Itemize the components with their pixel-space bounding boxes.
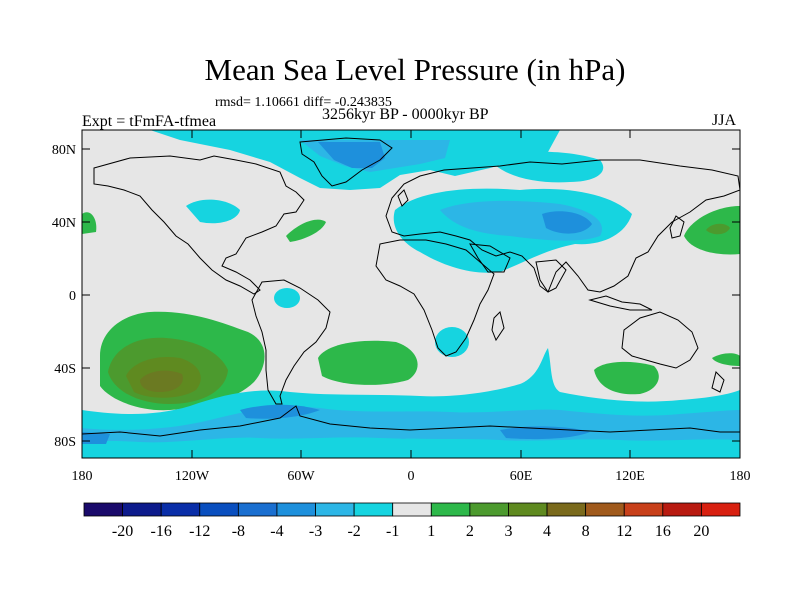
colorbar-label: 4 [543, 523, 551, 540]
east-asia-negative-patch [490, 151, 604, 183]
indonesia-outline [588, 295, 653, 311]
lat-label-80n: 80N [52, 143, 76, 158]
colorbar-label: -8 [232, 523, 245, 540]
colorbar-label: -20 [112, 523, 133, 540]
map-title: Mean Sea Level Pressure (in hPa) [204, 52, 626, 87]
lat-label-0: 0 [69, 289, 76, 304]
new-zealand-outline [711, 371, 725, 393]
coastlines [82, 137, 740, 437]
colorbar-label: 2 [466, 523, 474, 540]
colorbar-label: 12 [616, 523, 632, 540]
colorbar-label: 16 [655, 523, 671, 540]
colorbar-swatch [508, 502, 548, 517]
lon-label-120e: 120E [615, 469, 645, 484]
colorbar-label: 1 [427, 523, 435, 540]
colorbar-swatch [392, 502, 432, 517]
britain-outline [397, 189, 409, 207]
tropical-negative-patch [274, 288, 300, 308]
colorbar-swatch [469, 502, 509, 517]
antarctica-outline [82, 405, 740, 437]
colorbar-swatch [315, 502, 355, 517]
colorbar-swatch [662, 502, 702, 517]
lon-label-180-west: 180 [72, 469, 93, 484]
lon-label-180-east: 180 [730, 469, 751, 484]
lon-label-0: 0 [408, 469, 415, 484]
colorbar-labels: -20 -16 -12 -8 -4 -3 -2 -1 1 2 3 4 8 12 … [112, 523, 709, 540]
colorbar-swatch [122, 502, 162, 517]
colorbar-swatch [623, 502, 664, 517]
west-pacific-positive-patch [82, 212, 97, 234]
colorbar-label: -2 [347, 523, 360, 540]
colorbar-label: -1 [386, 523, 399, 540]
eurasia-outline [385, 159, 740, 293]
colorbar-label: 20 [693, 523, 709, 540]
north-atlantic-positive-patch [286, 219, 326, 242]
colorbar-swatch [353, 502, 394, 517]
indian-ocean-positive-region [594, 361, 659, 395]
japan-outline [669, 215, 685, 239]
colorbar-swatch [701, 502, 741, 517]
colorbar-swatch [237, 502, 278, 517]
lat-label-40n: 40N [52, 216, 76, 231]
colorbar-swatch [546, 502, 587, 517]
experiment-label: Expt = tFmFA-tfmea [82, 113, 217, 130]
colorbar-swatch [585, 502, 625, 517]
southern-ocean-east-positive [712, 353, 740, 366]
colorbar-swatch [199, 502, 239, 517]
colorbar-label: 8 [582, 523, 590, 540]
lon-label-60e: 60E [510, 469, 533, 484]
season-label: JJA [712, 112, 737, 129]
colorbar-swatch [430, 502, 471, 517]
greenland-outline [299, 137, 393, 187]
colorbar-label: -3 [309, 523, 322, 540]
colorbar-swatch [83, 502, 123, 517]
anomaly-field [82, 130, 740, 458]
colorbar-label: 3 [504, 523, 512, 540]
colorbar [83, 502, 741, 517]
colorbar-label: -16 [151, 523, 172, 540]
colorbar-swatch [160, 502, 201, 517]
india-outline [535, 259, 567, 293]
arabia-outline [469, 243, 511, 273]
time-period-label: 3256kyr BP - 0000kyr BP [322, 106, 489, 123]
south-pacific-plus4-inner [140, 370, 183, 392]
axis-ticks [81, 130, 741, 458]
north-america-negative-patch [186, 199, 240, 224]
south-atlantic-positive-region [318, 340, 418, 385]
greenland-minus3-region [318, 142, 385, 168]
lat-label-80s: 80S [54, 435, 76, 450]
south-africa-negative-patch [435, 327, 469, 357]
north-america-outline [93, 155, 305, 295]
lon-label-120w: 120W [175, 469, 210, 484]
lat-label-40s: 40S [54, 362, 76, 377]
lon-label-60w: 60W [287, 469, 315, 484]
north-pacific-plus3-core [706, 223, 730, 235]
asia-minus3-core [542, 211, 592, 234]
africa-outline [375, 239, 495, 357]
colorbar-label: -4 [270, 523, 283, 540]
colorbar-label: -12 [189, 523, 210, 540]
madagascar-outline [491, 311, 505, 342]
south-america-outline [251, 279, 331, 405]
colorbar-swatch [276, 502, 316, 517]
rmsd-diff-stats: rmsd= 1.10661 diff= -0.243835 [215, 95, 392, 110]
australia-outline [621, 311, 699, 369]
